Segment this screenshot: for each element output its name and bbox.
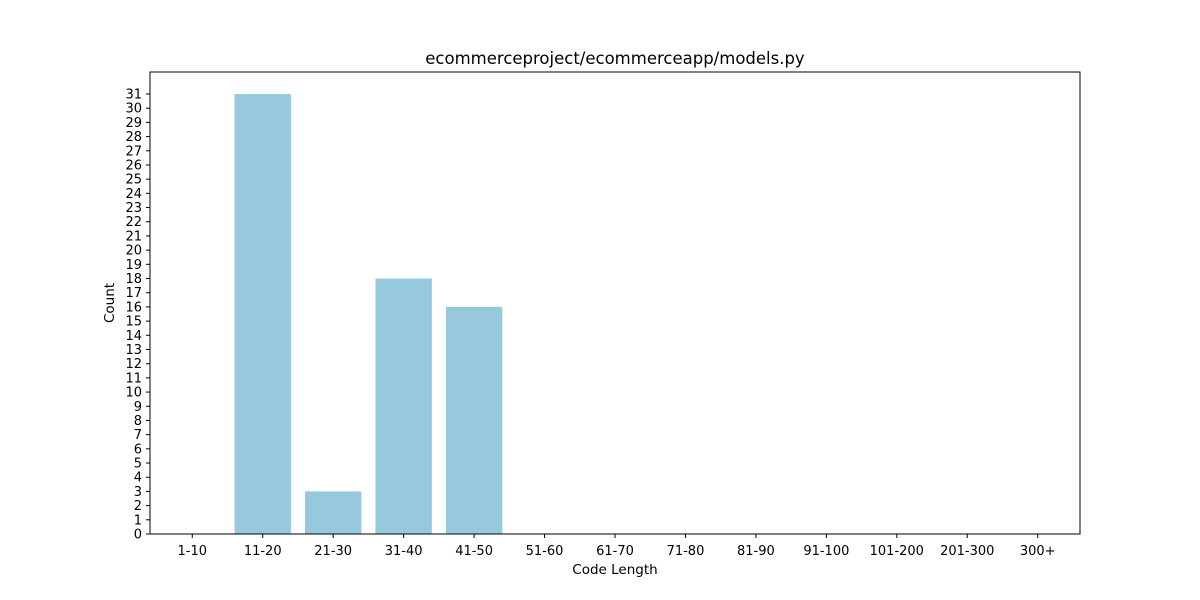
y-tick-label: 19	[125, 258, 142, 273]
y-tick-label: 20	[125, 244, 142, 259]
y-tick-label: 0	[134, 528, 142, 543]
y-axis: 0123456789101112131415161718192021222324…	[125, 88, 150, 543]
y-tick-label: 15	[125, 315, 142, 330]
y-tick-label: 3	[134, 485, 142, 500]
bar-11-20	[234, 94, 291, 534]
y-tick-label: 21	[125, 229, 142, 244]
y-tick-label: 9	[134, 400, 142, 415]
x-tick-label: 11-20	[244, 544, 282, 559]
y-tick-label: 11	[125, 371, 142, 386]
x-tick-label: 81-90	[737, 544, 775, 559]
y-tick-label: 22	[125, 215, 142, 230]
y-tick-label: 31	[125, 88, 142, 103]
y-tick-label: 4	[134, 471, 142, 486]
x-tick-label: 300+	[1020, 544, 1056, 559]
y-tick-label: 27	[125, 144, 142, 159]
x-tick-label: 21-30	[314, 544, 352, 559]
y-tick-label: 1	[134, 513, 142, 528]
x-tick-label: 51-60	[526, 544, 564, 559]
y-tick-label: 29	[125, 116, 142, 131]
y-tick-label: 26	[125, 158, 142, 173]
chart-title: ecommerceproject/ecommerceapp/models.py	[425, 49, 805, 68]
y-tick-label: 17	[125, 286, 142, 301]
x-tick-label: 101-200	[870, 544, 924, 559]
y-tick-label: 23	[125, 201, 142, 216]
y-tick-label: 30	[125, 102, 142, 117]
bar-21-30	[305, 491, 362, 534]
y-tick-label: 24	[125, 187, 142, 202]
x-tick-label: 71-80	[667, 544, 705, 559]
y-axis-label: Count	[102, 283, 118, 323]
x-tick-label: 41-50	[455, 544, 493, 559]
y-tick-label: 14	[125, 329, 142, 344]
x-axis: 1-10 11-20 21-30 31-40 41-50 51-60 61-70 71-80 8…	[178, 534, 1056, 559]
bar-41-50	[445, 306, 503, 534]
y-tick-label: 2	[134, 499, 142, 514]
x-tick-label: 31-40	[385, 544, 423, 559]
y-tick-label: 25	[125, 173, 142, 188]
x-axis-label: Code Length	[572, 562, 657, 578]
y-tick-label: 6	[134, 442, 142, 457]
y-tick-label: 16	[125, 300, 142, 315]
y-tick-label: 28	[125, 130, 142, 145]
bar-31-40	[375, 278, 432, 534]
x-tick-label: 61-70	[596, 544, 634, 559]
x-tick-label: 201-300	[940, 544, 994, 559]
y-tick-label: 13	[125, 343, 142, 358]
x-tick-label: 91-100	[803, 544, 849, 559]
y-tick-label: 18	[125, 272, 142, 287]
y-tick-label: 5	[134, 457, 142, 472]
bars-group	[234, 94, 503, 534]
y-tick-label: 7	[134, 428, 142, 443]
y-tick-label: 12	[125, 357, 142, 372]
y-tick-label: 10	[125, 386, 142, 401]
x-tick-label: 1-10	[178, 544, 208, 559]
y-tick-label: 8	[134, 414, 142, 429]
